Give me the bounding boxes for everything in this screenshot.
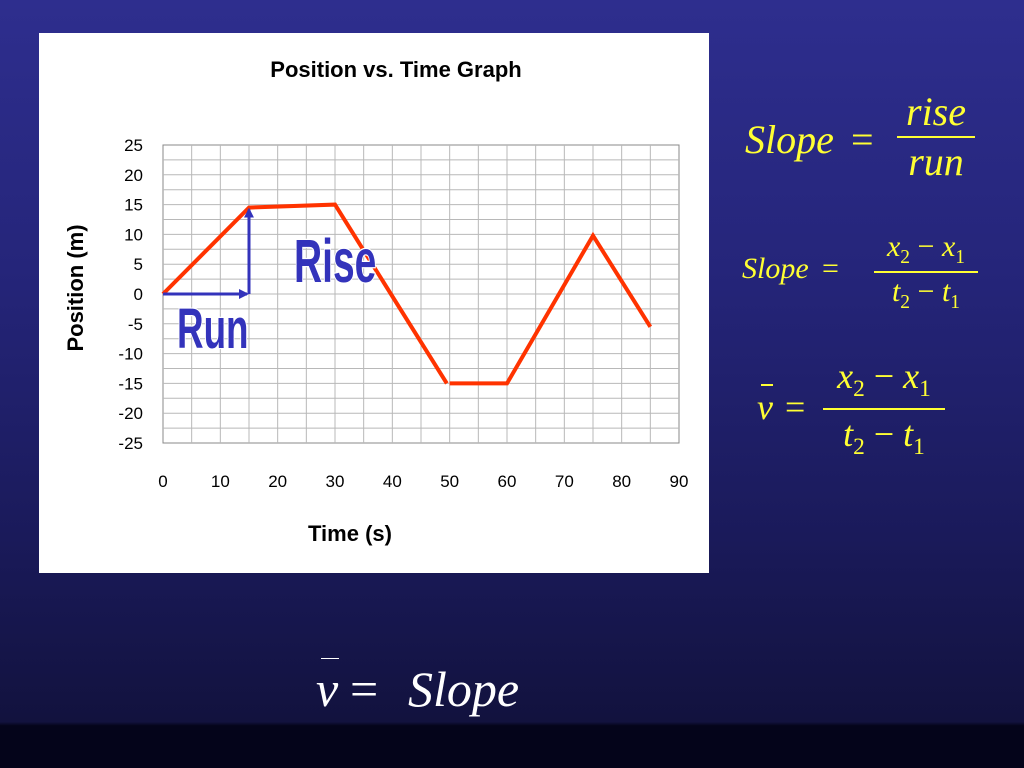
position-series-line [449, 231, 653, 386]
v-bar: v [316, 657, 339, 717]
x-tick-label: 10 [211, 472, 230, 491]
equals-sign: = [350, 661, 379, 717]
run-text: run [908, 139, 964, 184]
rise-label: Rise [294, 227, 376, 295]
y-tick-label: -15 [118, 374, 143, 393]
velocity-fraction: x2 − x1 t2 − t1 [823, 358, 945, 459]
chart-panel: Position vs. Time Graph Time (s) Positio… [39, 33, 709, 573]
chart-title: Position vs. Time Graph [270, 57, 521, 82]
slope-rhs: Slope [408, 661, 520, 717]
y-tick-label: 15 [124, 196, 143, 215]
position-time-chart: Position vs. Time Graph Time (s) Positio… [63, 57, 689, 546]
equals-sign: = [822, 252, 839, 285]
fraction-bar [874, 271, 978, 274]
x-tick-label: 40 [383, 472, 402, 491]
x-tick-label: 90 [670, 472, 689, 491]
delta-fraction: x2 − x1 t2 − t1 [874, 232, 978, 313]
rise-over-run: rise run [897, 92, 975, 182]
y-tick-label: 25 [124, 136, 143, 155]
fraction-bar [897, 136, 975, 138]
y-tick-label: -10 [118, 345, 143, 364]
slope-lhs: Slope [745, 117, 834, 162]
x-tick-label: 70 [555, 472, 574, 491]
numerator: x2 − x1 [837, 356, 931, 403]
x-tick-label: 0 [158, 472, 167, 491]
equals-sign: = [851, 117, 874, 162]
x-axis-label: Time (s) [308, 521, 392, 546]
denominator: t2 − t1 [843, 413, 925, 460]
y-tick-label: 0 [134, 285, 143, 304]
x-tick-label: 80 [612, 472, 631, 491]
v-bar: v [757, 384, 774, 427]
position-series-line [161, 202, 449, 385]
rise-text: rise [906, 89, 966, 134]
y-tick-label: 10 [124, 225, 143, 244]
slope-lhs: Slope [742, 252, 809, 285]
denominator: t2 − t1 [891, 275, 961, 314]
y-tick-label: -25 [118, 434, 143, 453]
run-label: Run [177, 298, 249, 361]
x-tick-label: 50 [440, 472, 459, 491]
x-tick-label: 60 [498, 472, 517, 491]
x-tick-label: 30 [326, 472, 345, 491]
y-tick-label: -5 [128, 315, 143, 334]
fraction-bar [823, 407, 945, 410]
y-axis-label: Position (m) [63, 224, 88, 351]
x-tick-label: 20 [268, 472, 287, 491]
y-tick-label: -20 [118, 404, 143, 423]
equals-sign: = [785, 387, 806, 427]
y-tick-label: 20 [124, 166, 143, 185]
numerator: x2 − x1 [886, 230, 966, 268]
y-tick-label: 5 [134, 255, 143, 274]
